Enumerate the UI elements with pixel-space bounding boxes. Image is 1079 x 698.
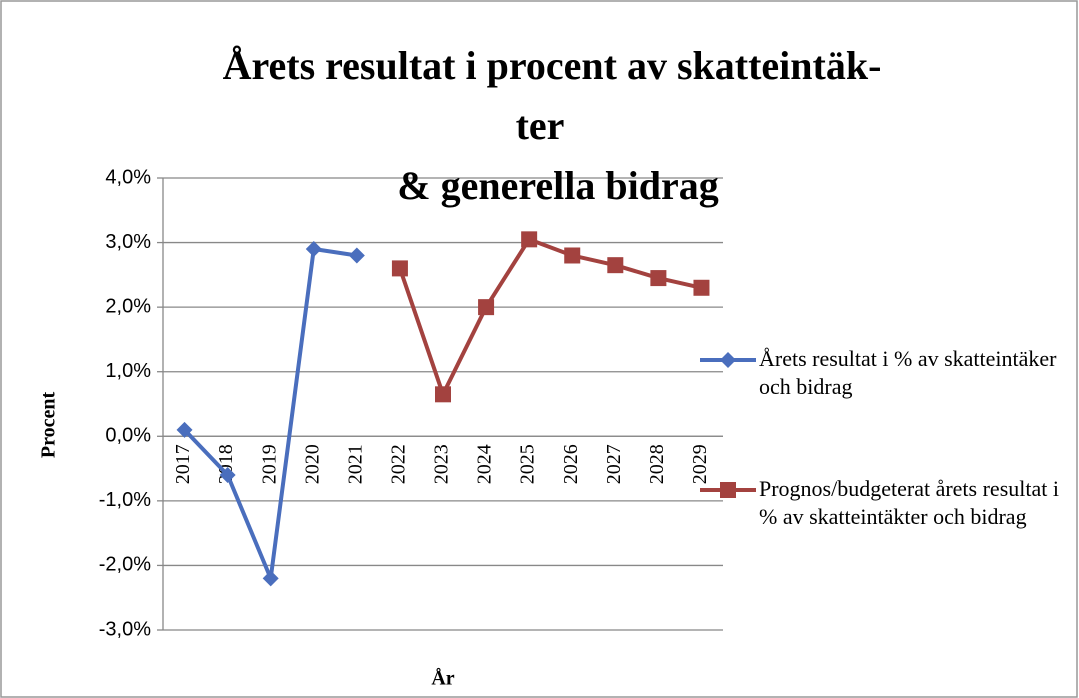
x-tick-label: 2023 [431, 444, 453, 484]
marker [564, 247, 581, 264]
x-tick-label: 2019 [258, 444, 280, 484]
marker [478, 299, 495, 316]
chart-title: Årets resultat i procent av skatteintäk-… [223, 43, 882, 208]
x-tick-label: 2026 [560, 444, 582, 484]
marker [693, 279, 710, 296]
marker [391, 260, 408, 277]
x-tick-label: 2028 [646, 444, 668, 484]
legend-marker [720, 482, 736, 498]
marker [521, 231, 538, 248]
y-tick-label: -2,0% [99, 554, 151, 576]
title-line: Årets resultat i procent av skatteintäk- [223, 43, 882, 88]
marker [176, 421, 193, 438]
y-tick-label: 0,0% [105, 425, 151, 447]
marker [607, 257, 624, 274]
x-tick-label: 2017 [172, 444, 194, 484]
marker [348, 247, 365, 264]
y-tick-label: -3,0% [99, 618, 151, 640]
marker [435, 386, 451, 403]
x-tick-label: 2020 [301, 444, 323, 484]
y-axis-label: Procent [38, 392, 60, 459]
legend-label: Prognos/budgeterat årets resultat i % av… [759, 476, 1059, 529]
legend-marker [720, 352, 736, 368]
marker [305, 241, 322, 258]
x-tick-label: 2025 [517, 444, 539, 484]
x-tick-label: 2022 [388, 444, 410, 484]
y-tick-label: 1,0% [105, 360, 151, 382]
x-tick-label: 2024 [474, 444, 496, 484]
title-line: ter [516, 103, 565, 148]
y-tick-label: -1,0% [99, 489, 151, 511]
x-tick-label: 2029 [689, 444, 711, 484]
x-axis-label: År [431, 667, 454, 690]
x-tick-label: 2021 [344, 444, 366, 484]
title-line: & generella bidrag [397, 163, 718, 208]
y-tick-label: 4,0% [105, 166, 151, 188]
marker [650, 270, 667, 287]
legend-label: Årets resultat i % av skatteintäker och … [759, 346, 1057, 399]
marker [262, 570, 279, 587]
y-tick-label: 2,0% [105, 295, 151, 317]
marker [219, 467, 236, 484]
x-tick-label: 2027 [603, 444, 625, 484]
y-tick-label: 3,0% [105, 231, 151, 253]
